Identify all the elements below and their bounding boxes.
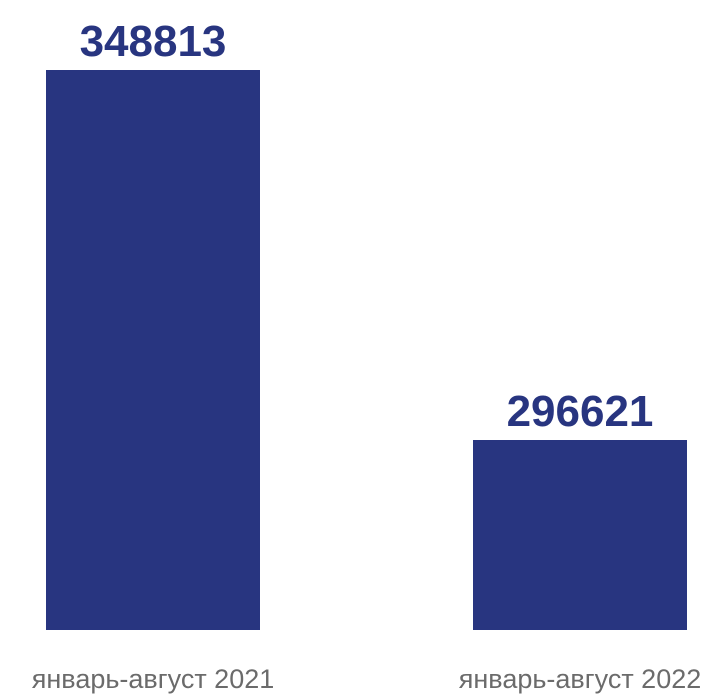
category-label-1: январь-август 2021 <box>32 664 275 694</box>
value-labels-group: 348813 296621 <box>80 17 654 436</box>
data-label-2: 296621 <box>507 387 654 436</box>
category-labels-group: январь-август 2021 январь-август 2022 <box>32 664 702 694</box>
bar-1 <box>46 70 260 630</box>
data-label-1: 348813 <box>80 17 227 66</box>
bar-2 <box>473 440 687 630</box>
category-label-2: январь-август 2022 <box>459 664 702 694</box>
bars-group <box>46 70 687 630</box>
